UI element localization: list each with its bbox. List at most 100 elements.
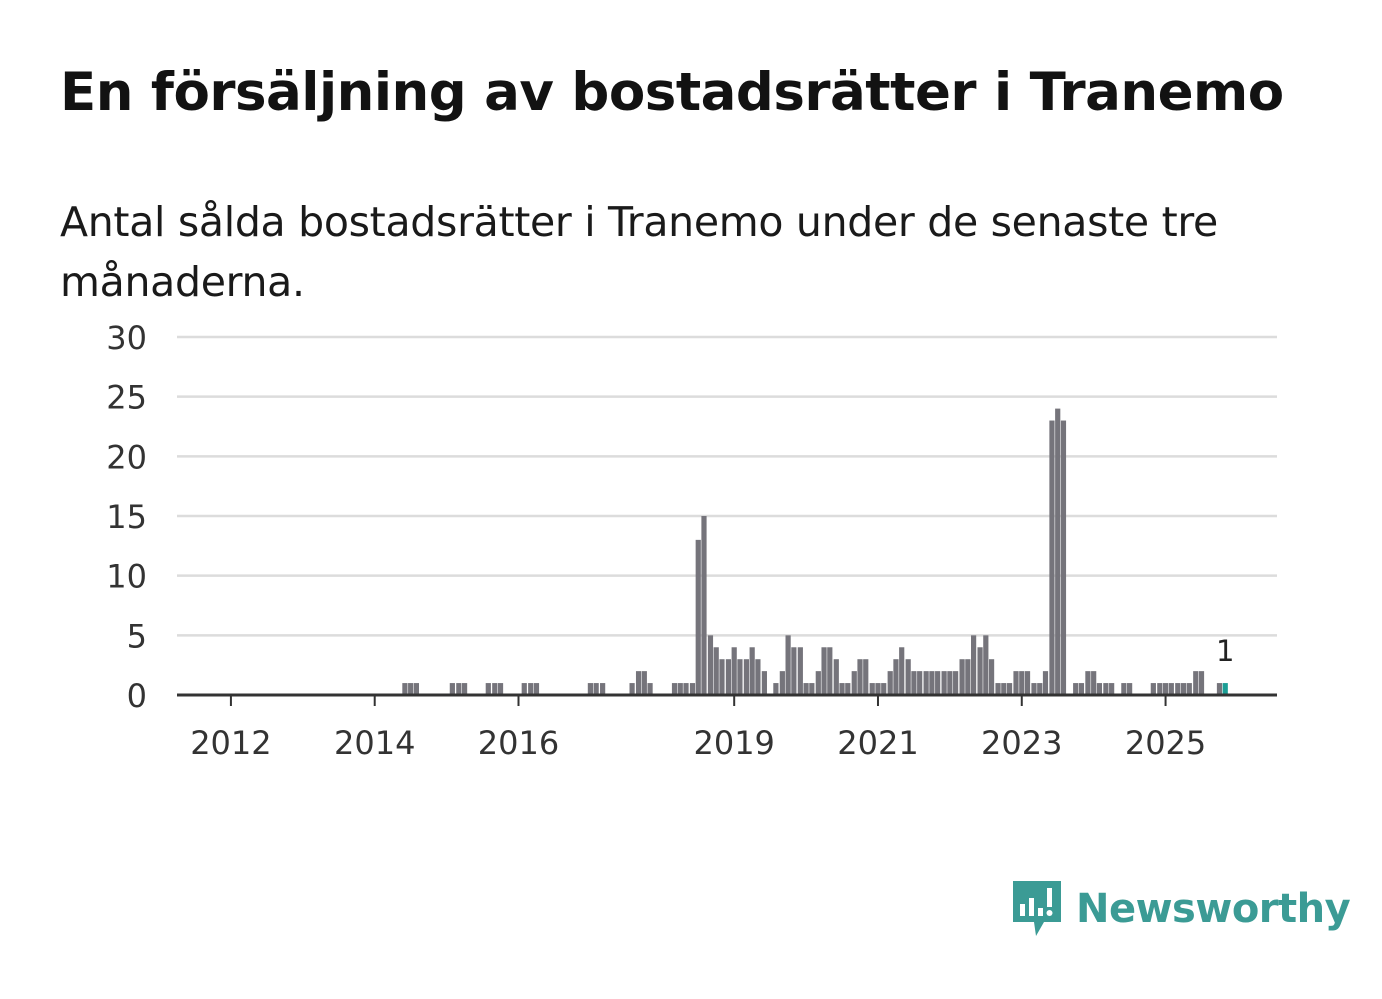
- bar: [1157, 683, 1163, 695]
- x-tick-label: 2012: [190, 724, 271, 762]
- bar: [839, 683, 845, 695]
- bar: [1162, 683, 1169, 695]
- bar: [1096, 683, 1103, 695]
- bar: [528, 683, 534, 695]
- bar: [857, 659, 863, 695]
- bar: [803, 683, 809, 695]
- bar: [755, 659, 761, 695]
- y-tick-label: 25: [106, 379, 147, 417]
- y-axis-ticks: 0 5 10 15 20 25 30: [106, 319, 147, 715]
- bar: [1109, 683, 1115, 695]
- bar: [1127, 683, 1133, 695]
- bar: [1175, 683, 1181, 695]
- bar: [456, 683, 462, 695]
- bar: [899, 647, 905, 695]
- bar: [773, 683, 779, 695]
- bar-latest: [1222, 683, 1228, 695]
- bar: [497, 683, 504, 695]
- bar: [485, 683, 491, 695]
- y-tick-label: 30: [106, 319, 147, 357]
- bar: [1001, 683, 1007, 695]
- bar: [1073, 683, 1079, 695]
- chart-subtitle: Antal sålda bostadsrätter i Tranemo unde…: [60, 198, 1218, 306]
- bar: [1216, 683, 1223, 695]
- bar: [521, 683, 527, 695]
- bar: [1180, 683, 1187, 695]
- y-tick-label: 0: [127, 677, 147, 715]
- bar: [647, 683, 653, 695]
- bar: [725, 659, 732, 695]
- bar: [492, 683, 498, 695]
- brand-name: Newsworthy: [1076, 886, 1351, 932]
- gridlines: [177, 335, 1277, 637]
- bar: [587, 683, 593, 695]
- newsworthy-logo-icon: [1013, 881, 1061, 936]
- bar: [869, 683, 875, 695]
- bar: [911, 671, 917, 695]
- bar: [600, 683, 606, 695]
- y-tick-label: 10: [106, 558, 147, 596]
- bar: [1103, 683, 1109, 695]
- bar: [1198, 671, 1205, 695]
- x-tick-label: 2021: [837, 724, 918, 762]
- bar: [413, 683, 420, 695]
- bar: [893, 659, 899, 695]
- bar: [719, 659, 725, 695]
- brand-logo: Newsworthy: [1010, 878, 1351, 940]
- bar: [1091, 671, 1097, 695]
- x-tick-label: 2019: [693, 724, 774, 762]
- bar: [971, 635, 977, 695]
- bar: [923, 671, 929, 695]
- x-tick-label: 2014: [334, 724, 415, 762]
- bar: [779, 671, 785, 695]
- bar: [1121, 683, 1127, 695]
- bar: [695, 539, 701, 695]
- bar: [1193, 671, 1199, 695]
- bar: [851, 671, 857, 695]
- bar: [641, 671, 647, 695]
- bar: [761, 671, 767, 695]
- bar: [1060, 420, 1067, 695]
- bar: [713, 647, 719, 695]
- bar: [917, 671, 923, 695]
- bar: [953, 671, 959, 695]
- bar: [797, 647, 803, 695]
- x-tick-label: 2025: [1125, 724, 1206, 762]
- bar: [449, 683, 455, 695]
- annotations: 1: [1216, 634, 1234, 668]
- bar: [743, 659, 750, 695]
- bar: [749, 647, 755, 695]
- bar: [533, 683, 540, 695]
- bar: [1078, 683, 1085, 695]
- bar: [1055, 408, 1061, 695]
- bar: [1037, 683, 1043, 695]
- bar: [827, 647, 833, 695]
- bar: [1168, 683, 1174, 695]
- chart-title: En försäljning av bostadsrätter i Tranem…: [60, 62, 1284, 123]
- bar: [833, 659, 839, 695]
- x-tick-label: 2016: [478, 724, 559, 762]
- bar: [671, 683, 678, 695]
- bar: [1186, 683, 1192, 695]
- bar: [461, 683, 468, 695]
- bar: [815, 671, 821, 695]
- bar: [845, 683, 851, 695]
- latest-value-label: 1: [1216, 634, 1234, 668]
- x-axis-ticks: 2012 2014 2016 2019 2021 2023 2025: [190, 695, 1206, 762]
- bar: [1049, 420, 1055, 695]
- bar: [701, 516, 707, 695]
- bar: [791, 647, 797, 695]
- bar: [1019, 671, 1025, 695]
- bar: [977, 647, 983, 695]
- bar: [875, 683, 881, 695]
- bar: [947, 671, 953, 695]
- x-tick-label: 2023: [981, 724, 1062, 762]
- y-tick-label: 20: [106, 438, 147, 476]
- bar: [677, 683, 683, 695]
- bar: [402, 683, 408, 695]
- bar: [881, 683, 887, 695]
- bar: [1006, 683, 1013, 695]
- bar: [593, 683, 599, 695]
- bar: [707, 635, 714, 695]
